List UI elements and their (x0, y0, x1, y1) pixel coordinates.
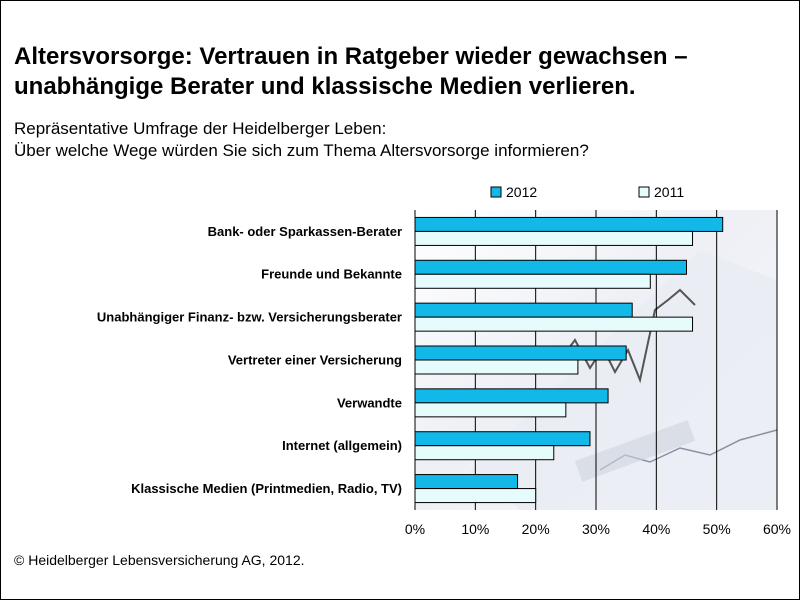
bar-2011 (414, 273, 651, 289)
subtitle-line-1: Repräsentative Umfrage der Heidelberger … (14, 119, 387, 138)
bar-2011 (414, 445, 555, 461)
legend-label-2011: 2011 (654, 184, 684, 200)
bar-2011 (414, 316, 694, 332)
x-tick-label: 50% (703, 521, 731, 537)
legend-label-2012: 2012 (506, 184, 537, 200)
category-label: Internet (allgemein) (282, 438, 402, 453)
bar-2012 (414, 302, 633, 318)
bar-2012 (414, 345, 627, 361)
category-label: Unabhängiger Finanz- bzw. Versicherungsb… (97, 310, 402, 325)
category-label: Klassische Medien (Printmedien, Radio, T… (131, 481, 402, 496)
bar-2012 (414, 431, 591, 447)
x-tick-label: 20% (522, 521, 550, 537)
category-label: Freunde und Bekannte (261, 267, 402, 282)
bar-2012 (414, 259, 687, 275)
category-label: Bank- oder Sparkassen-Berater (208, 224, 402, 239)
bars (414, 216, 724, 504)
x-tick-label: 0% (405, 521, 425, 537)
subtitle-line-2: Über welche Wege würden Sie sich zum The… (14, 141, 589, 160)
category-label: Verwandte (337, 395, 402, 410)
chart-subtitle: Repräsentative Umfrage der Heidelberger … (14, 118, 794, 162)
bar-2012 (414, 216, 724, 232)
x-tick-label: 60% (763, 521, 791, 537)
legend-swatch-2012 (490, 186, 502, 198)
x-axis-ticks: 0% 10% 20% 30% 40% 50% 60% (405, 521, 791, 537)
chart-title: Altersvorsorge: Vertrauen in Ratgeber wi… (14, 42, 794, 102)
bar-2011 (414, 230, 694, 246)
bar-2011 (414, 488, 537, 504)
bar-2011 (414, 402, 567, 418)
copyright-footer: © Heidelberger Lebensversicherung AG, 20… (14, 552, 305, 568)
x-tick-label: 10% (461, 521, 489, 537)
title-line-1: Altersvorsorge: Vertrauen in Ratgeber wi… (14, 43, 688, 70)
bar-2012 (414, 474, 519, 490)
legend-swatch-2011 (638, 186, 650, 198)
category-labels: Bank- oder Sparkassen-Berater Freunde und… (97, 224, 402, 496)
legend: 2012 2011 (490, 184, 684, 200)
x-tick-label: 40% (642, 521, 670, 537)
category-label: Vertreter einer Versicherung (228, 352, 402, 367)
title-line-2: unabhängige Berater und klassische Medie… (14, 73, 636, 100)
x-tick-label: 30% (582, 521, 610, 537)
bar-2012 (414, 388, 609, 404)
bar-2011 (414, 359, 579, 375)
